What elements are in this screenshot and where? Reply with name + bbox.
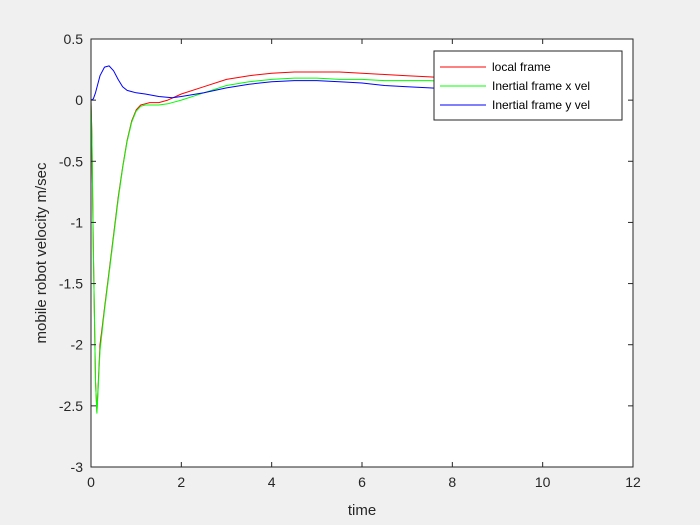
series-line-2 xyxy=(91,77,453,414)
x-tick-label: 8 xyxy=(448,474,456,490)
legend: local frame Inertial frame x vel Inertial … xyxy=(433,50,623,121)
ticks-layer: 0 2 4 6 8 10 12 0.5 0 -0.5 -1 -1.5 -2 -2.5 -3 xyxy=(59,31,641,490)
y-tick-label: -3 xyxy=(71,459,84,475)
y-tick-label: -2.5 xyxy=(59,398,83,414)
legend-label-2: Inertial frame x vel xyxy=(492,79,590,93)
x-tick-label: 4 xyxy=(268,474,276,490)
x-tick-label: 6 xyxy=(358,474,366,490)
series-layer xyxy=(91,65,453,414)
y-tick-label: -2 xyxy=(71,337,84,353)
x-tick-label: 10 xyxy=(535,474,551,490)
x-tick-label: 2 xyxy=(177,474,185,490)
legend-label-1: local frame xyxy=(492,60,551,74)
x-tick-label: 12 xyxy=(625,474,641,490)
legend-label-3: Inertial frame y vel xyxy=(492,98,590,112)
y-tick-label: 0 xyxy=(75,92,83,108)
y-tick-label: -0.5 xyxy=(59,153,83,169)
y-tick-label: -1 xyxy=(71,214,84,230)
y-axis-label: mobile robot velocity m/sec xyxy=(33,162,50,343)
y-tick-label: 0.5 xyxy=(64,31,84,47)
x-axis-label: time xyxy=(348,502,376,519)
series-line-3 xyxy=(91,65,453,101)
x-tick-label: 0 xyxy=(87,474,95,490)
y-tick-label: -1.5 xyxy=(59,276,83,292)
